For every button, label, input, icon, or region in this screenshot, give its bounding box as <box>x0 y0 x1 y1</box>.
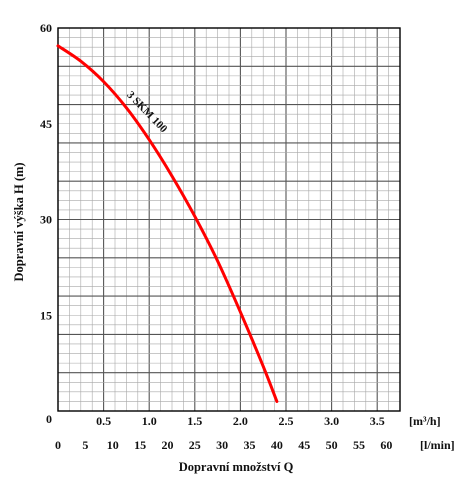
x-tick-label-lmin: 60 <box>380 438 392 452</box>
x-unit-m3h: [m³/h] <box>409 414 441 428</box>
x-tick-label-lmin: 10 <box>107 438 119 452</box>
x-tick-label-lmin: 40 <box>271 438 283 452</box>
y-tick-label: 0 <box>46 412 52 426</box>
x-tick-label-m3h: 0.5 <box>96 414 111 428</box>
x-tick-label-lmin: 35 <box>244 438 256 452</box>
x-tick-label-m3h: 1.0 <box>142 414 157 428</box>
x-tick-label-lmin: 30 <box>216 438 228 452</box>
series-layer: 3 SKM 100 <box>56 44 279 403</box>
plot-frame <box>57 27 401 412</box>
x-tick-label-lmin: 5 <box>82 438 88 452</box>
x-tick-label-lmin: 20 <box>161 438 173 452</box>
x-tick-label-m3h: 3.0 <box>324 414 339 428</box>
x-tick-label-m3h: 1.5 <box>187 414 202 428</box>
y-tick-label: 45 <box>40 117 52 131</box>
x-tick-label-lmin: 55 <box>353 438 365 452</box>
x-tick-label-m3h: 2.5 <box>279 414 294 428</box>
y-tick-label: 60 <box>40 21 52 35</box>
y-tick-label: 15 <box>40 308 52 322</box>
x-tick-label-m3h: 3.5 <box>370 414 385 428</box>
tick-labels: 15 30 45 60 0 0.5 1.0 1.5 2.0 2.5 3.0 3.5 0 5 10 15 20 25… <box>40 21 392 452</box>
x-tick-label-lmin: 25 <box>189 438 201 452</box>
series-line-3-skm-100 <box>56 44 279 403</box>
x-tick-label-lmin: 15 <box>134 438 146 452</box>
x-tick-label-m3h: 2.0 <box>233 414 248 428</box>
x-tick-label-lmin: 45 <box>298 438 310 452</box>
x-tick-label-lmin: 0 <box>55 438 61 452</box>
x-tick-label-lmin: 50 <box>326 438 338 452</box>
y-tick-label: 30 <box>40 213 52 227</box>
y-axis-title: Dopravní výška H (m) <box>12 162 26 281</box>
x-unit-lmin: [l/min] <box>420 438 455 452</box>
x-axis-title: Dopravní množství Q <box>179 460 294 474</box>
